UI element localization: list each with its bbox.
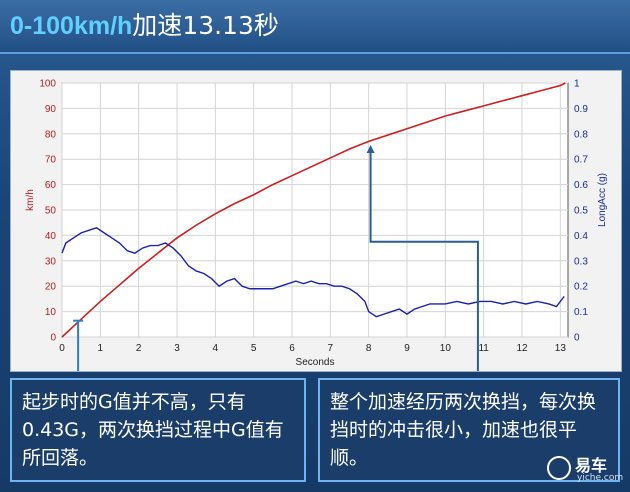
title-highlight: 0-100km/h [10, 12, 133, 40]
y-tick-label: 30 [45, 256, 57, 267]
x-tick-label: 5 [251, 343, 257, 354]
logo-text: 易车 [575, 456, 608, 475]
y-tick-label: 90 [45, 104, 57, 115]
x-tick-label: 0 [59, 343, 65, 354]
y2-tick-label: 0.5 [574, 206, 588, 217]
y2-axis-label: LongAcc (g) [597, 173, 608, 227]
y2-tick-label: 0.7 [574, 155, 588, 166]
y-axis-label: km/h [25, 189, 36, 211]
logo-subtext: yiche.com [577, 473, 624, 483]
y2-tick-label: 0.2 [574, 282, 588, 293]
y-tick-label: 70 [45, 155, 57, 166]
series-line-longacc [61, 227, 565, 318]
x-tick-label: 10 [440, 343, 452, 354]
callout-left: 起步时的G值并不高，只有0.43G，两次换挡过程中G值有所回落。 [10, 378, 306, 482]
title-bar: 0-100km/h加速13.13秒 [0, 0, 630, 54]
page-title: 0-100km/h加速13.13秒 [10, 8, 279, 44]
y2-tick-label: 0 [574, 333, 580, 344]
y2-tick-label: 0.4 [574, 231, 588, 242]
title-rest: 加速13.13秒 [132, 11, 279, 40]
x-tick-label: 9 [404, 343, 410, 354]
y-tick-label: 0 [50, 333, 56, 344]
x-tick-label: 11 [478, 343, 489, 354]
series-line-speed [61, 82, 566, 338]
y2-tick-label: 0.3 [574, 256, 588, 267]
x-tick-label: 13 [555, 343, 567, 354]
x-axis-label: Seconds [296, 357, 335, 368]
y-tick-label: 20 [45, 282, 57, 293]
logo-mark-icon [547, 456, 571, 480]
y2-tick-label: 0.9 [574, 104, 588, 115]
x-tick-label: 2 [136, 343, 142, 354]
chart-panel: 0 1 2 3 4 5 6 7 8 9 10 11 12 13 0 10 20 30 40 50 60 70 80 90 100… [10, 70, 622, 372]
callout-connector-right [369, 149, 479, 371]
y-tick-label: 80 [45, 129, 57, 140]
x-tick-label: 4 [213, 343, 219, 354]
x-tick-label: 1 [98, 343, 104, 354]
x-tick-label: 6 [289, 343, 295, 354]
acceleration-chart: 0 1 2 3 4 5 6 7 8 9 10 11 12 130102030405060708090100… [25, 79, 608, 371]
y2-tick-label: 0.1 [574, 307, 588, 318]
y2-tick-label: 0.8 [574, 129, 588, 140]
y-tick-label: 100 [39, 79, 56, 90]
x-tick-label: 8 [366, 343, 372, 354]
x-tick-label: 3 [174, 343, 180, 354]
y2-tick-label: 0.6 [574, 180, 588, 191]
callout-arrow-icon [366, 144, 375, 153]
y-tick-label: 60 [45, 180, 57, 191]
y-tick-label: 50 [45, 206, 57, 217]
x-tick-label: 7 [328, 343, 334, 354]
x-tick-label: 12 [516, 343, 528, 354]
y-tick-label: 40 [45, 231, 57, 242]
y-tick-label: 10 [45, 307, 57, 318]
yiche-logo: 易车 yiche.com [545, 452, 627, 490]
y2-tick-label: 1 [574, 79, 580, 90]
